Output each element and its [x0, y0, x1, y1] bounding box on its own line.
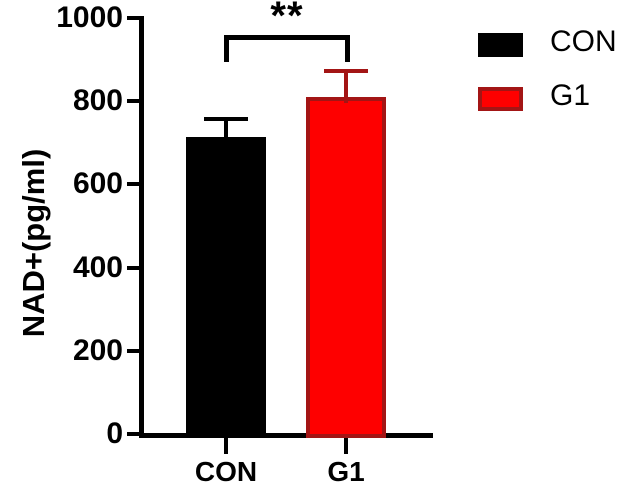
- legend-swatch-con: [478, 33, 523, 57]
- x-tick-mark-con: [224, 438, 228, 454]
- significance-label: **: [270, 0, 304, 38]
- bar-con: [186, 136, 266, 438]
- y-axis-line: [139, 16, 144, 436]
- y-tick-mark: [127, 265, 139, 270]
- error-bar-cap-con: [204, 117, 248, 122]
- error-bar-con: [224, 119, 228, 143]
- significance-bracket-left-leg: [224, 35, 229, 62]
- y-tick-label: 1000: [56, 1, 123, 34]
- y-tick-label: 800: [72, 84, 123, 118]
- y-tick-mark: [127, 16, 139, 20]
- legend-label-con: CON: [550, 25, 617, 58]
- y-axis-title: NAD+(pg/ml): [16, 148, 51, 338]
- y-tick-mark: [127, 182, 139, 187]
- y-tick-label: 400: [72, 250, 123, 284]
- bar-g1: [306, 97, 386, 438]
- y-tick-label: 0: [106, 417, 123, 450]
- y-tick-mark: [127, 99, 139, 104]
- error-bar-cap-g1: [324, 68, 368, 73]
- error-bar-g1: [344, 70, 348, 104]
- x-tick-label-con: CON: [194, 456, 258, 487]
- y-tick-mark: [127, 432, 139, 436]
- legend-swatch-g1: [478, 87, 523, 111]
- significance-bracket: [224, 35, 350, 40]
- y-tick-mark: [127, 348, 139, 353]
- x-axis-line: [139, 433, 433, 438]
- y-tick-label: 200: [72, 333, 123, 367]
- x-tick-mark-g1: [344, 438, 348, 454]
- y-tick-label: 600: [72, 167, 123, 201]
- legend-label-g1: G1: [550, 79, 591, 112]
- significance-bracket-right-leg: [345, 35, 350, 62]
- x-tick-label-g1: G1: [327, 456, 365, 487]
